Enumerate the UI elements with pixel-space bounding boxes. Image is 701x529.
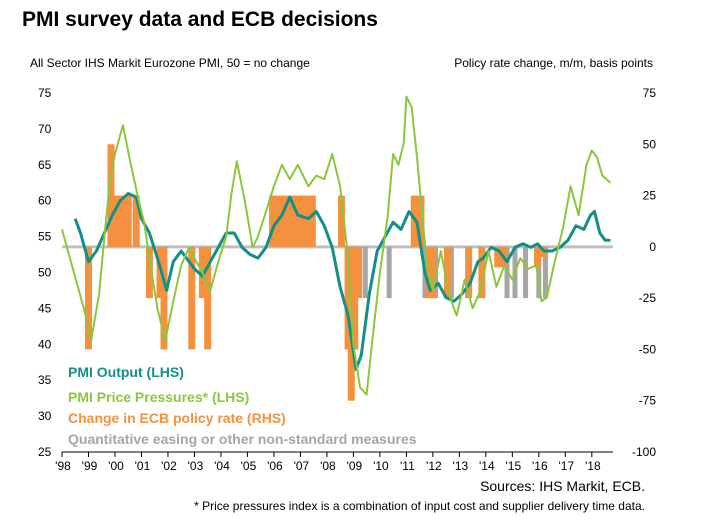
policy-rate-bar: [478, 246, 486, 299]
x-tick-label: '99: [82, 459, 98, 473]
policy-rate-bar: [145, 246, 153, 299]
right-axis-tick-label: -75: [639, 394, 657, 408]
right-axis-tick-label: -100: [632, 445, 656, 459]
policy-rate-bar: [269, 195, 277, 247]
policy-rate-bar: [132, 195, 140, 247]
x-tick-label: '09: [347, 459, 363, 473]
left-axis-tick-label: 50: [38, 266, 52, 280]
non-standard-bar: [504, 246, 510, 299]
left-axis-tick-label: 60: [38, 194, 52, 208]
policy-rate-bar: [275, 195, 283, 247]
policy-rate-bar: [160, 246, 168, 350]
non-standard-bar: [448, 246, 454, 299]
right-axis-tick-label: 25: [643, 189, 657, 203]
x-tick-label: '06: [267, 459, 283, 473]
policy-rate-bar: [124, 195, 132, 247]
x-tick-label: '02: [161, 459, 177, 473]
source-note: Sources: IHS Markit, ECB.: [480, 478, 645, 494]
legend-non-standard: Quantitative easing or other non-standar…: [68, 431, 417, 447]
policy-rate-bar: [286, 195, 294, 247]
policy-rate-bar: [429, 246, 437, 299]
legend-price-pressures: PMI Price Pressures* (LHS): [68, 389, 250, 405]
left-axis-caption: All Sector IHS Markit Eurozone PMI, 50 =…: [30, 56, 310, 70]
right-axis-tick-label: 75: [643, 86, 657, 100]
x-tick-label: '05: [241, 459, 257, 473]
policy-rate-bar: [308, 195, 316, 247]
right-axis-caption: Policy rate change, m/m, basis points: [454, 56, 653, 70]
policy-rate-bar: [302, 195, 310, 247]
left-axis-tick-label: 75: [38, 86, 52, 100]
policy-rate-bar: [204, 246, 212, 350]
x-tick-label: '08: [320, 459, 336, 473]
policy-rate-bar: [351, 246, 359, 350]
left-axis-tick-label: 65: [38, 158, 52, 172]
chart-title: PMI survey data and ECB decisions: [22, 8, 378, 31]
left-axis-tick-label: 70: [38, 122, 52, 136]
policy-rate-bar: [282, 195, 290, 247]
x-tick-label: '15: [506, 459, 522, 473]
price-pressures-line: [61, 95, 612, 396]
policy-rate-bar: [84, 246, 92, 350]
right-axis-tick-label: 0: [649, 240, 656, 254]
policy-rate-bar: [111, 195, 119, 247]
right-axis-tick-label: -50: [639, 342, 657, 356]
pmi-output-line: [73, 192, 611, 371]
x-tick-label: '01: [135, 459, 151, 473]
x-tick-label: '14: [479, 459, 495, 473]
x-tick-label: '07: [294, 459, 310, 473]
non-standard-bar: [542, 246, 548, 299]
right-axis-tick-label: -25: [639, 291, 657, 305]
policy-rate-bar: [410, 195, 418, 247]
x-tick-label: '17: [558, 459, 574, 473]
x-tick-label: '16: [532, 459, 548, 473]
policy-rate-bar: [296, 195, 304, 247]
policy-rate-bar: [107, 144, 115, 247]
x-tick-label: '18: [585, 459, 601, 473]
non-standard-bar: [536, 246, 542, 299]
policy-rate-bar: [443, 246, 451, 299]
policy-rate-bar: [465, 246, 473, 299]
policy-rate-bar: [116, 195, 124, 247]
x-tick-label: '11: [400, 459, 415, 473]
policy-rate-bar: [291, 195, 299, 247]
left-axis-tick-label: 30: [38, 409, 52, 423]
non-standard-bar: [362, 246, 368, 299]
policy-rate-bar: [355, 246, 363, 299]
policy-rate-bar: [494, 246, 502, 268]
x-tick-label: '10: [373, 459, 389, 473]
left-axis-tick-label: 25: [38, 445, 52, 459]
policy-rate-bar: [120, 195, 128, 247]
left-axis-tick-label: 55: [38, 230, 52, 244]
left-axis-tick-label: 45: [38, 301, 52, 315]
policy-rate-bar: [425, 246, 433, 299]
x-tick-label: '12: [426, 459, 442, 473]
x-tick-label: '00: [108, 459, 124, 473]
legend-pmi-output: PMI Output (LHS): [68, 364, 184, 380]
x-tick-label: '13: [453, 459, 469, 473]
left-axis-tick-label: 40: [38, 337, 52, 351]
x-tick-label: '04: [214, 459, 230, 473]
non-standard-bar: [523, 246, 529, 299]
left-axis-tick-label: 35: [38, 373, 52, 387]
policy-rate-bar: [156, 246, 164, 299]
policy-rate-bar: [188, 246, 196, 350]
x-tick-label: '03: [188, 459, 204, 473]
non-standard-bar: [386, 246, 392, 299]
footnote: * Price pressures index is a combination…: [194, 499, 645, 513]
legend-policy-rate: Change in ECB policy rate (RHS): [68, 410, 286, 426]
policy-rate-bar: [337, 195, 345, 247]
right-axis-tick-label: 50: [643, 137, 657, 151]
policy-rate-bar: [534, 246, 542, 268]
x-tick-label: '98: [55, 459, 71, 473]
policy-rate-bar: [417, 195, 425, 247]
